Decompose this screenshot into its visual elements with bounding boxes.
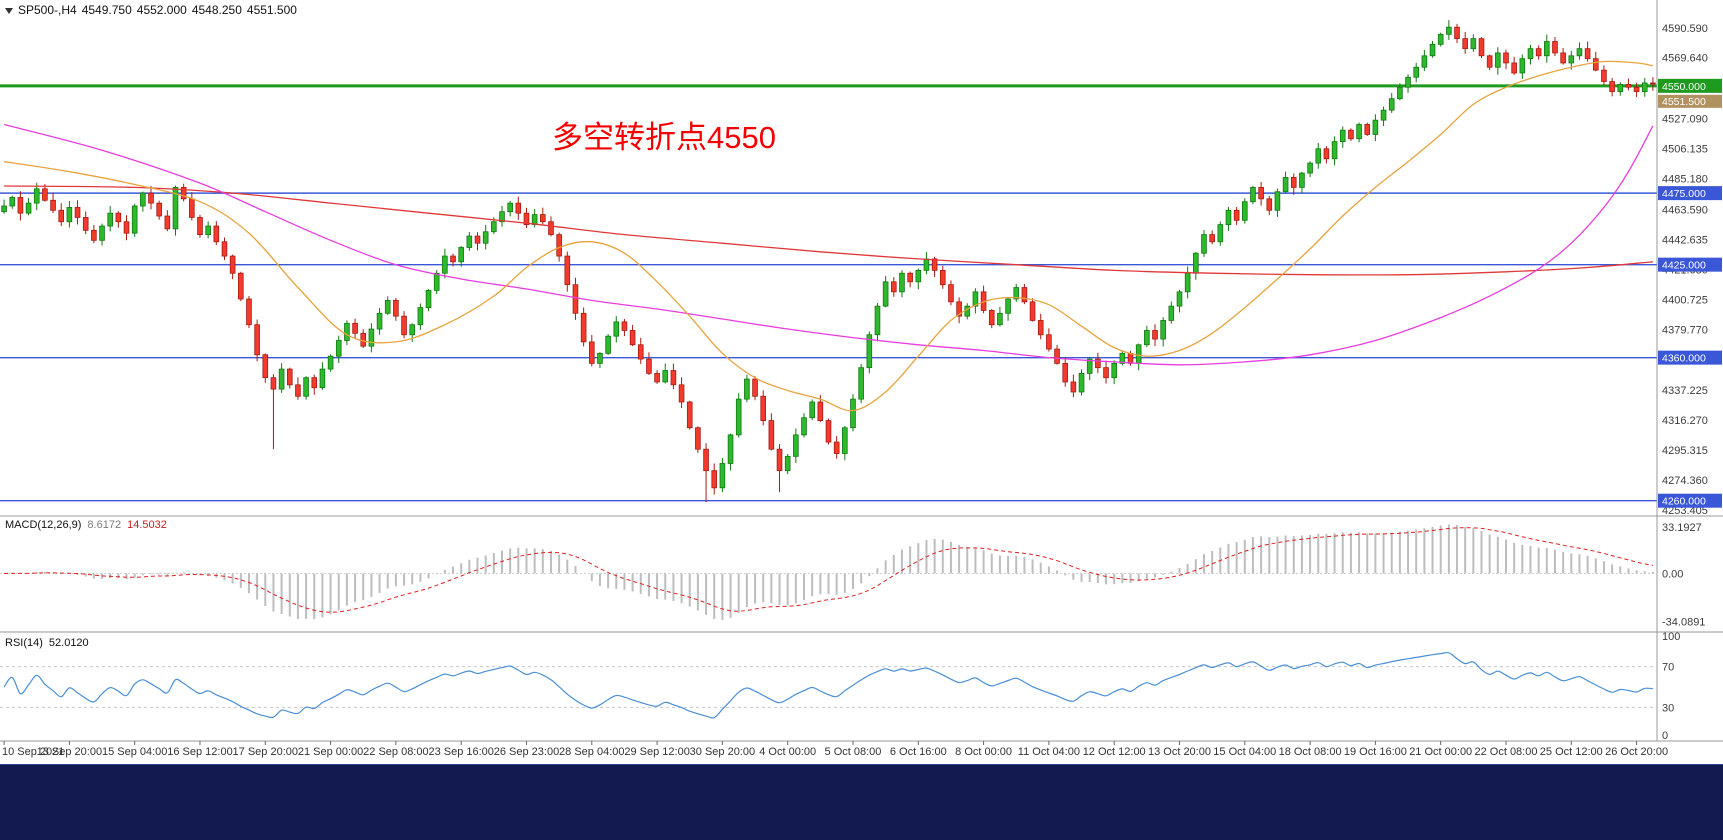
horizontal-price-lines <box>0 84 1657 502</box>
svg-text:4550.000: 4550.000 <box>1662 81 1706 93</box>
time-axis-label: 13 Oct 20:00 <box>1148 746 1211 758</box>
time-axis-label: 18 Oct 08:00 <box>1279 746 1342 758</box>
time-axis-label: 17 Sep 20:00 <box>233 746 298 758</box>
price-line-label <box>1658 257 1722 272</box>
time-axis-label: 11 Oct 04:00 <box>1018 746 1080 758</box>
time-axis-label: 15 Oct 04:00 <box>1213 746 1276 758</box>
time-axis-label: 26 Oct 20:00 <box>1605 746 1668 758</box>
rsi-line <box>3 651 1653 719</box>
svg-text:4425.000: 4425.000 <box>1662 260 1706 272</box>
time-axis-label: 26 Sep 23:00 <box>494 746 559 758</box>
macd-axis-label: -34.0891 <box>1662 616 1705 628</box>
rsi-value: 52.0120 <box>48 637 89 649</box>
macd-main-value: 8.6172 <box>87 519 122 531</box>
symbol-info-bar: SP500-,H4 4549.750 4552.000 4548.250 4551.50… <box>5 3 302 17</box>
time-axis-label: 13 Sep 20:00 <box>37 746 102 758</box>
annotation-text: 多空转折点4550 <box>552 120 776 155</box>
rsi-axis-label: 0 <box>1662 730 1668 742</box>
high-value: 4552.000 <box>136 3 187 17</box>
price-line-label <box>1658 78 1722 93</box>
macd-header: MACD(12,26,9) 8.6172 14.5032 <box>5 519 173 531</box>
taskbar <box>0 764 1723 840</box>
current-price-label <box>1658 94 1722 108</box>
rsi-panel: 100 70 30 0 <box>0 631 1680 742</box>
time-axis-label: 30 Sep 20:00 <box>690 746 755 758</box>
price-axis-label: 4442.635 <box>1662 234 1708 246</box>
price-line-label <box>1658 350 1722 365</box>
price-axis-label: 4274.360 <box>1662 475 1708 487</box>
time-axis-label: 12 Oct 12:00 <box>1083 746 1146 758</box>
macd-panel: 33.1927 0.00 -34.0891 <box>0 522 1705 628</box>
time-axis-label: 15 Sep 04:00 <box>102 746 167 758</box>
rsi-axis-label: 70 <box>1662 662 1674 674</box>
price-line-label <box>1658 493 1722 508</box>
rsi-label: RSI(14) <box>5 637 43 649</box>
time-axis-label: 5 Oct 08:00 <box>825 746 882 758</box>
price-axis-label: 4337.225 <box>1662 385 1708 397</box>
panel-separators <box>0 0 1723 742</box>
price-axis-label: 4379.770 <box>1662 324 1708 336</box>
price-axis-label: 4316.270 <box>1662 415 1708 427</box>
time-axis-label: 21 Oct 00:00 <box>1409 746 1472 758</box>
ma-slow-line <box>4 185 1653 276</box>
rsi-header: RSI(14) 52.0120 <box>5 637 95 649</box>
open-value: 4549.750 <box>81 3 132 17</box>
ma-fast-line <box>4 60 1654 412</box>
time-axis-label: 8 Oct 00:00 <box>955 746 1012 758</box>
price-axis-label: 4506.135 <box>1662 144 1708 156</box>
moving-averages <box>3 60 1654 412</box>
symbol-marker-icon <box>5 7 13 14</box>
macd-axis-label: 33.1927 <box>1662 522 1702 534</box>
price-axis[interactable]: 4590.5904569.6404548.6904527.0904506.135… <box>1658 23 1722 517</box>
time-axis-label: 10 Sep 2021 <box>2 746 64 758</box>
time-axis-label: 25 Oct 12:00 <box>1540 746 1603 758</box>
time-axis-label: 21 Sep 00:00 <box>298 746 363 758</box>
price-axis-label: 4590.590 <box>1662 23 1708 35</box>
time-axis-label: 19 Oct 16:00 <box>1344 746 1407 758</box>
time-axis-label: 23 Sep 16:00 <box>428 746 493 758</box>
macd-axis-label: 0.00 <box>1662 569 1683 581</box>
time-axis-label: 6 Oct 16:00 <box>890 746 947 758</box>
time-axis-label: 29 Sep 12:00 <box>624 746 689 758</box>
time-axis-label: 16 Sep 12:00 <box>167 746 232 758</box>
chart-canvas[interactable]: 33.1927 0.00 -34.0891 100 70 30 0 4590.590 4569.… <box>0 0 1723 764</box>
price-axis-label: 4569.640 <box>1662 53 1708 65</box>
time-axis-label: 4 Oct 00:00 <box>759 746 816 758</box>
svg-text:4551.500: 4551.500 <box>1662 96 1706 108</box>
time-axis-label: 28 Sep 04:00 <box>559 746 624 758</box>
price-axis-label: 4463.590 <box>1662 204 1708 216</box>
macd-signal-line <box>4 527 1654 613</box>
price-axis-label: 4295.315 <box>1662 445 1708 457</box>
svg-text:4360.000: 4360.000 <box>1662 353 1706 365</box>
ma-mid-line <box>3 123 1654 366</box>
svg-text:4475.000: 4475.000 <box>1662 188 1706 200</box>
price-axis-label: 4253.405 <box>1662 505 1708 517</box>
macd-signal-value: 14.5032 <box>127 519 167 531</box>
svg-text:4260.000: 4260.000 <box>1662 496 1706 508</box>
rsi-axis-label: 30 <box>1662 702 1674 714</box>
symbol-label: SP500-,H4 <box>18 3 77 17</box>
price-axis-label: 4400.725 <box>1662 294 1708 306</box>
price-axis-label: 4485.180 <box>1662 174 1708 186</box>
time-axis-label: 22 Sep 08:00 <box>363 746 428 758</box>
close-value: 4551.500 <box>246 3 297 17</box>
price-line-label <box>1658 186 1722 201</box>
candlestick-series <box>1 20 1656 503</box>
price-axis-label: 4527.090 <box>1662 114 1708 126</box>
time-axis-label: 22 Oct 08:00 <box>1474 746 1537 758</box>
macd-label: MACD(12,26,9) <box>5 519 82 531</box>
low-value: 4548.250 <box>191 3 242 17</box>
rsi-axis-label: 100 <box>1662 631 1680 643</box>
